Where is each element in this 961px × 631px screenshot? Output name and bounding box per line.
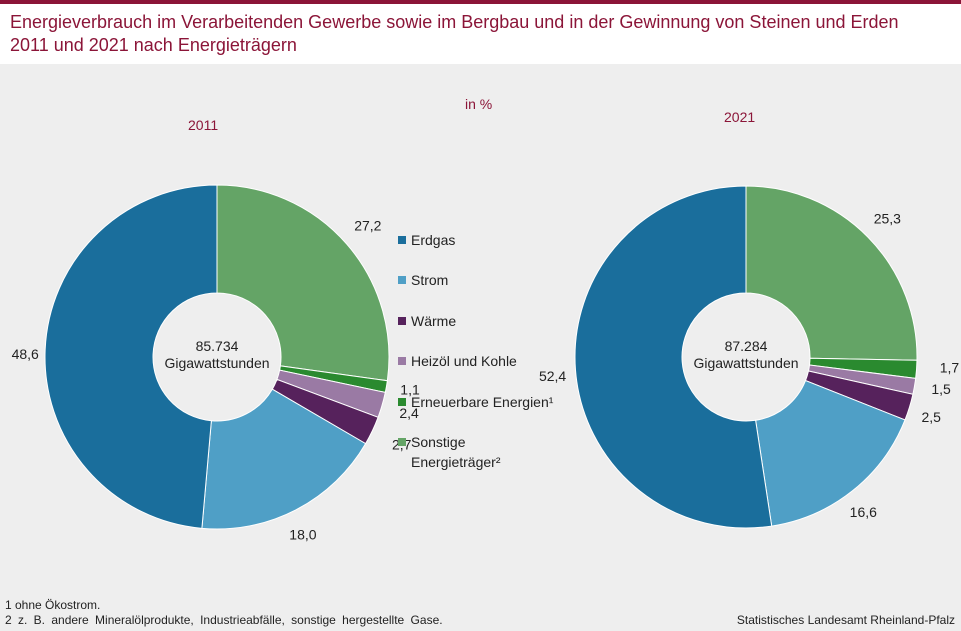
legend-label: Wärme (411, 313, 457, 329)
year-label-2011: 2011 (188, 117, 219, 133)
footnote-1: 1 ohne Ökostrom. (5, 598, 101, 612)
unit-label: in % (465, 96, 493, 112)
value-label-2021-heizoel: 1,5 (931, 381, 951, 397)
legend-label: Erdgas (411, 232, 456, 248)
top-accent-bar (0, 0, 961, 4)
slice-2011-sonstige (216, 184, 390, 382)
title-divider (0, 61, 961, 64)
legend-swatch (398, 317, 406, 325)
value-label-2021-waerme: 2,5 (922, 409, 942, 425)
value-label-2011-strom: 18,0 (289, 527, 316, 543)
legend-swatch (398, 276, 406, 284)
value-label-2011-heizoel: 2,4 (399, 405, 419, 421)
legend-label: Sonstige Energieträger² (411, 434, 501, 470)
footnote-2: 2 z. B. andere Mineralölprodukte, Indust… (5, 613, 443, 627)
title-line-1: Energieverbrauch im Verarbeitenden Gewer… (10, 12, 899, 32)
value-label-2021-erneuerbar: 1,7 (940, 359, 960, 375)
slice-2011-strom (201, 388, 367, 530)
value-label-2011-erneuerbar: 1,1 (400, 381, 420, 397)
value-label-2021-sonstige: 25,3 (874, 210, 901, 226)
legend-swatch (398, 438, 406, 446)
slice-2011-erdgas (44, 184, 218, 529)
slice-2021-sonstige (745, 185, 918, 361)
legend-label: Heizöl und Kohle (411, 353, 517, 369)
value-label-2021-strom: 16,6 (850, 504, 877, 520)
value-label-2021-erdgas: 52,4 (539, 368, 566, 384)
title-line-2: 2011 und 2021 nach Energieträgern (10, 35, 297, 55)
legend-swatch (398, 398, 406, 406)
legend-label: Erneuerbare Energien¹ (411, 394, 554, 410)
chart-panel (0, 64, 961, 631)
year-label-2021: 2021 (724, 109, 756, 125)
donut-chart-2021: 25,3 1,7 1,5 2,5 16,6 52,4 87.284Gigawattstund… (539, 185, 960, 529)
value-label-2011-erdgas: 48,6 (12, 346, 39, 362)
legend-swatch (398, 236, 406, 244)
center-total-2011: 85.734 (196, 338, 239, 354)
center-unit-2011: Gigawattstunden (164, 355, 269, 371)
center-total-2021: 87.284 (725, 338, 768, 354)
source-credit: Statistisches Landesamt Rheinland-Pfalz (736, 613, 955, 627)
donut-chart-2011: 27,21,12,42,718,048,685.734Gigawattstund… (12, 184, 420, 543)
chart-title: Energieverbrauch im Verarbeitenden Gewer… (10, 11, 950, 57)
legend-label: Strom (411, 272, 449, 288)
center-unit-2021: Gigawattstunden (693, 355, 798, 371)
legend-swatch (398, 357, 406, 365)
value-label-2011-sonstige: 27,2 (354, 218, 381, 234)
slice-2021-strom (755, 379, 906, 527)
slice-2021-erdgas (574, 185, 773, 529)
